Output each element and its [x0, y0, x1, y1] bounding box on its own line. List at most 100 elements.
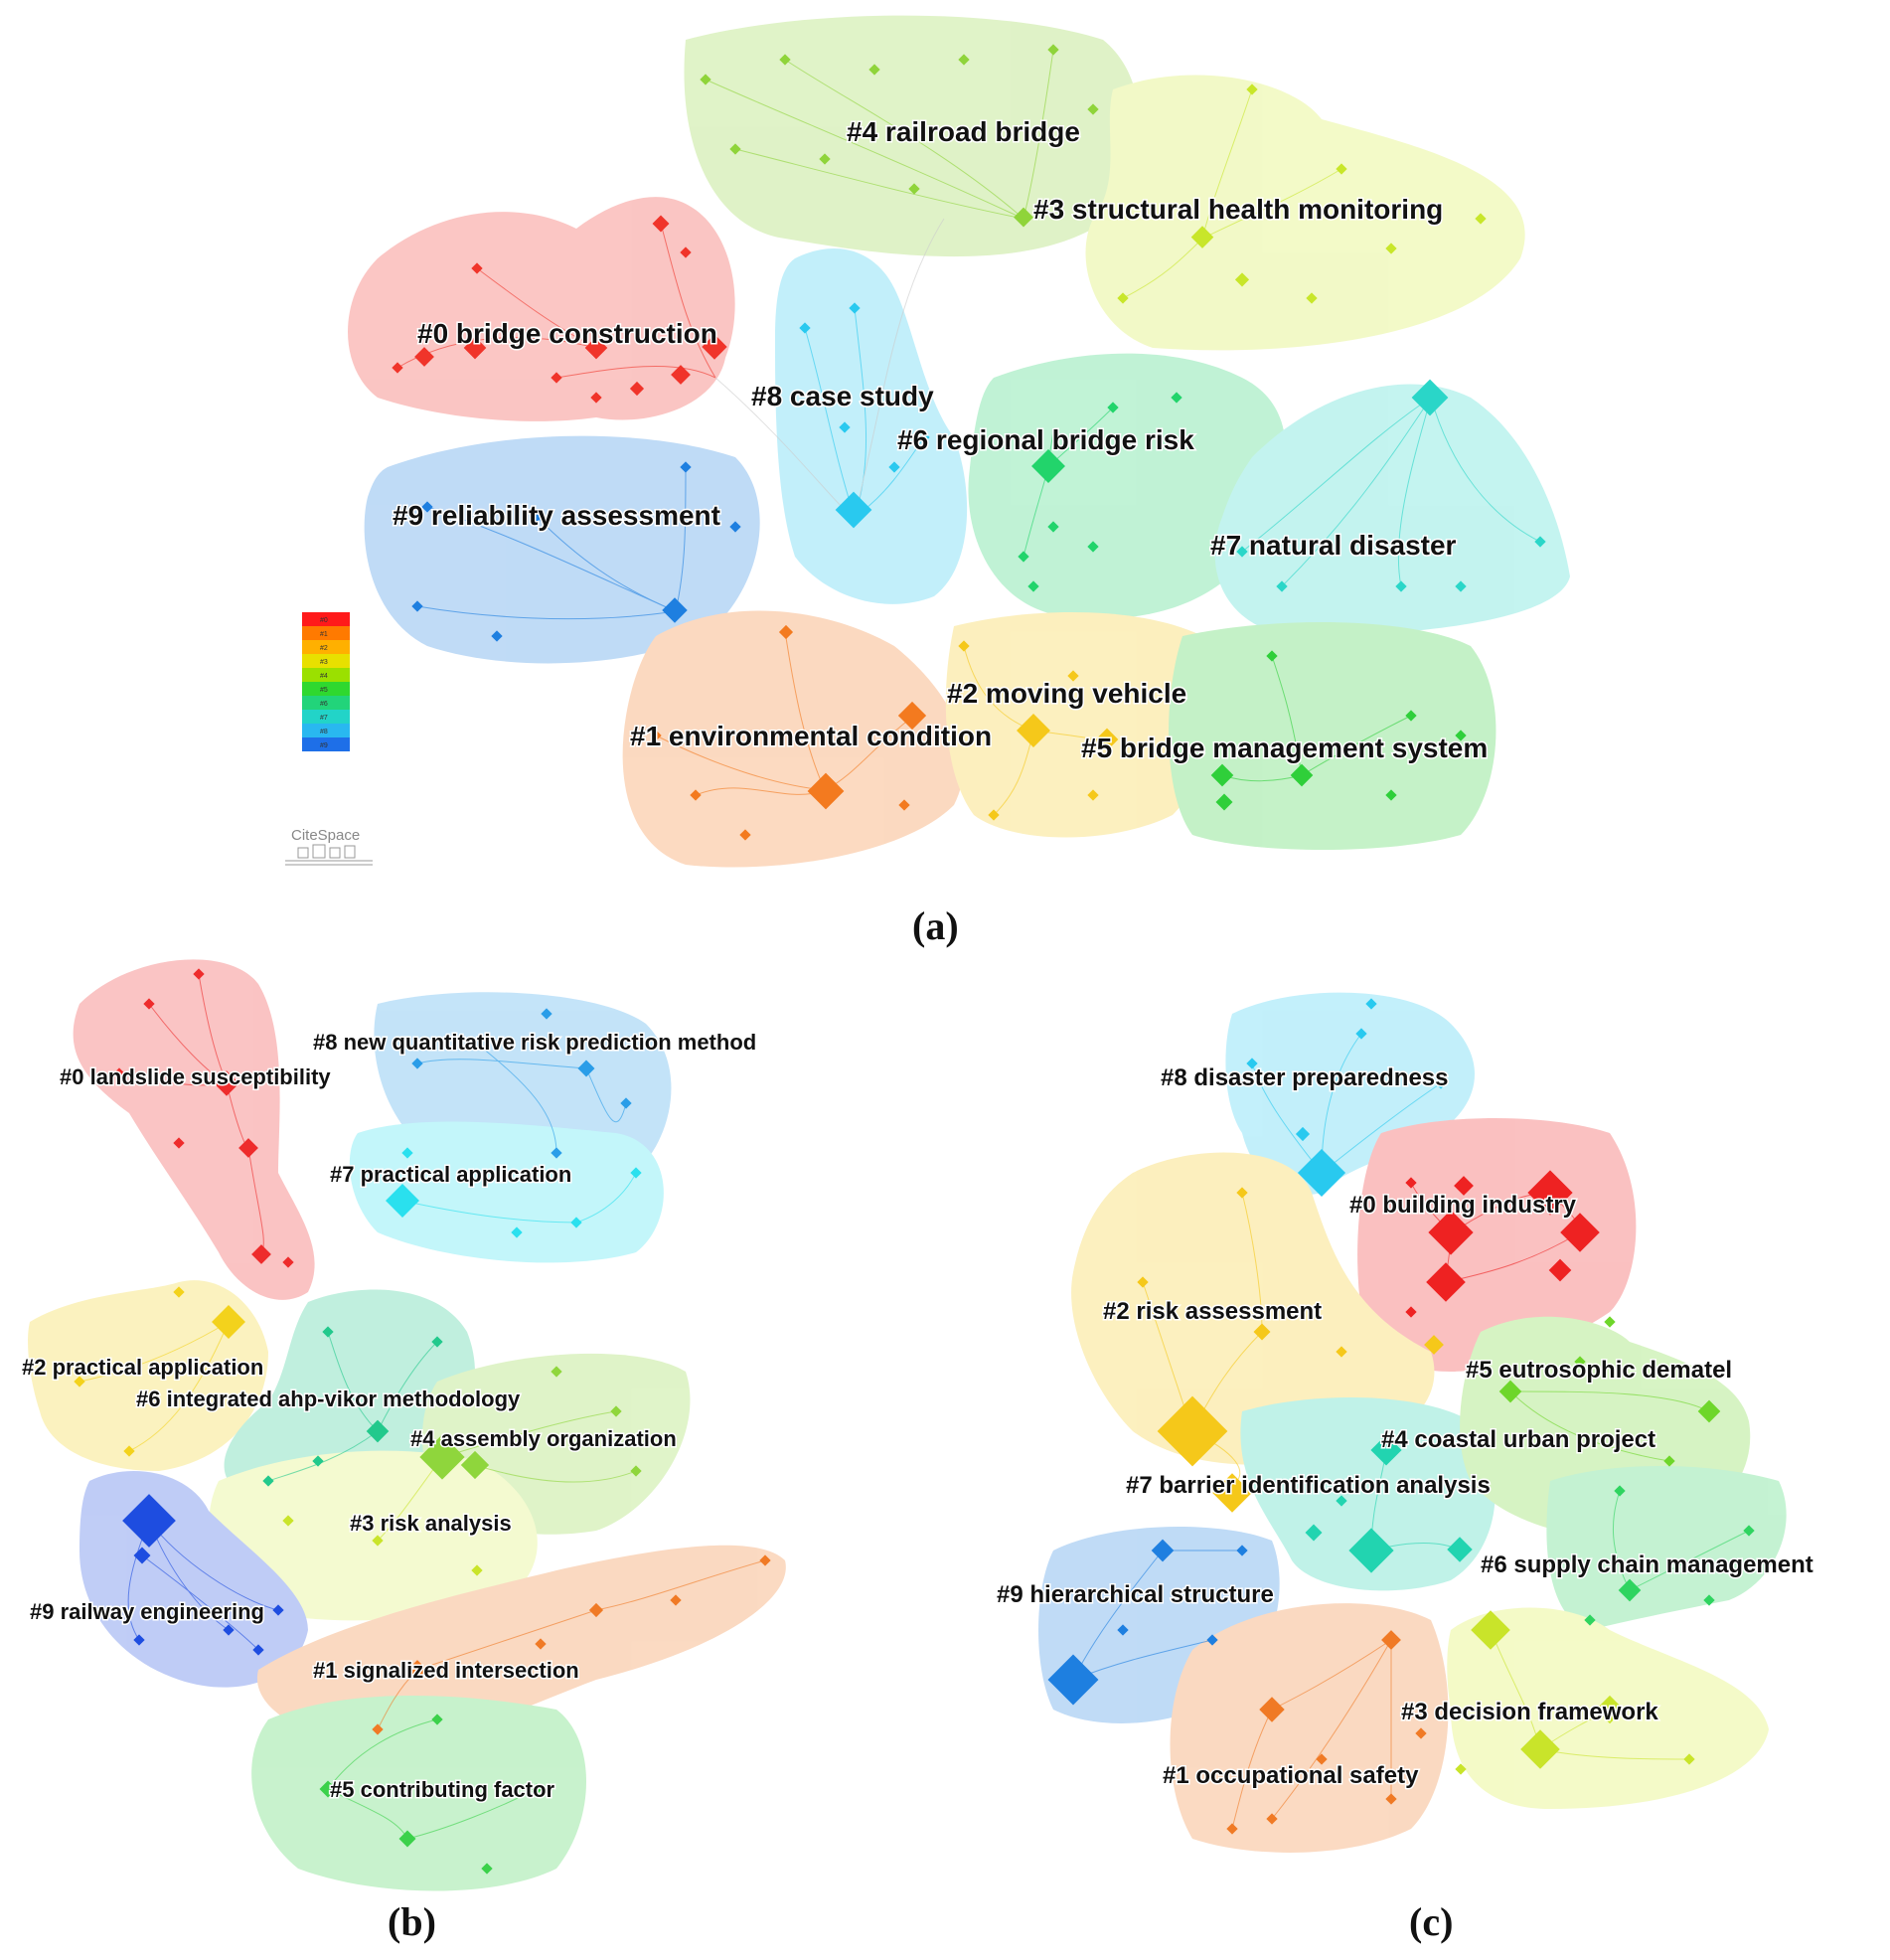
node — [1336, 163, 1347, 175]
node — [1355, 1028, 1367, 1040]
cluster-hull-b5 — [251, 1696, 586, 1891]
node — [223, 1624, 235, 1636]
node — [1405, 1306, 1417, 1318]
node — [411, 1058, 423, 1069]
node — [535, 1638, 547, 1650]
node — [1157, 1395, 1228, 1467]
node — [690, 789, 702, 801]
cluster-hull-a3 — [1085, 75, 1525, 351]
node — [662, 597, 688, 623]
node — [1527, 1170, 1573, 1216]
node — [1520, 1729, 1560, 1769]
logo-building-icon — [285, 844, 373, 866]
nodes-c5 — [1498, 1316, 1721, 1467]
cluster-hull-b3 — [209, 1450, 538, 1621]
node — [958, 54, 970, 66]
citespace-logo: CiteSpace — [285, 827, 373, 866]
node — [431, 1336, 443, 1348]
node — [1246, 1058, 1258, 1069]
cluster-label-a8: #8 case study — [751, 381, 934, 411]
cluster-hull-c9 — [1038, 1527, 1280, 1723]
node — [1171, 392, 1182, 404]
node — [680, 461, 692, 473]
legend-label: #2 — [320, 645, 328, 652]
node — [1498, 1380, 1522, 1403]
node — [1595, 1695, 1625, 1724]
cluster-hull-c0 — [1357, 1118, 1637, 1372]
cluster-hull-b4 — [422, 1353, 691, 1535]
node — [1316, 1753, 1328, 1765]
node — [1236, 1545, 1248, 1556]
node — [1306, 292, 1318, 304]
panel-b: #0 landslide susceptibility #1 signalize… — [21, 959, 786, 1944]
cluster-hull-b1 — [256, 1545, 786, 1749]
node — [414, 347, 434, 367]
node — [133, 1634, 145, 1646]
nodes-c9 — [1047, 1539, 1248, 1706]
node — [729, 521, 741, 533]
nodes-c6 — [1584, 1485, 1755, 1626]
node — [1584, 1614, 1596, 1626]
node — [1604, 1316, 1616, 1328]
nodes-b3 — [282, 1515, 483, 1576]
node — [779, 54, 791, 66]
node — [1534, 536, 1546, 548]
cluster-hull-c6 — [1546, 1466, 1787, 1630]
node — [312, 1455, 324, 1467]
nodes-a7 — [1236, 379, 1546, 592]
cluster-label-c4: #4 coastal urban project — [1381, 1426, 1655, 1453]
node — [74, 1376, 85, 1388]
node — [1047, 1654, 1099, 1706]
node — [1618, 1578, 1642, 1602]
node — [1405, 710, 1417, 722]
node — [531, 511, 543, 523]
node — [1348, 1528, 1394, 1573]
node — [849, 302, 861, 314]
node — [1435, 1077, 1447, 1089]
cluster-hull-a2 — [945, 612, 1217, 838]
node — [1370, 1434, 1402, 1466]
nodes-c2 — [1137, 1187, 1444, 1513]
node — [366, 1419, 390, 1443]
nodes-a8 — [799, 302, 930, 529]
node — [1574, 1356, 1586, 1368]
cluster-label-b0: #0 landslide susceptibility — [60, 1064, 331, 1089]
nodes-b2 — [74, 1286, 245, 1457]
legend-swatch — [302, 626, 350, 640]
node — [1117, 1624, 1129, 1636]
node — [1295, 1126, 1311, 1142]
node — [1426, 1262, 1466, 1302]
cluster-label-a6: #6 regional bridge risk — [897, 424, 1194, 455]
node — [610, 1405, 622, 1417]
node — [1381, 1630, 1401, 1650]
node — [1336, 1495, 1347, 1507]
node — [1471, 1610, 1510, 1650]
cluster-label-b9: #9 railway engineering — [30, 1599, 264, 1624]
node — [123, 1445, 135, 1457]
panel-a: #0 bridge construction #1 environmental … — [285, 15, 1570, 948]
node — [819, 153, 831, 165]
cluster-label-b1: #1 signalized intersection — [313, 1658, 579, 1683]
cluster-label-b8: #8 new quantitative risk prediction meth… — [313, 1030, 756, 1055]
node — [630, 1465, 642, 1477]
node — [463, 336, 487, 360]
node — [590, 392, 602, 404]
node — [411, 600, 423, 612]
node — [1560, 1213, 1600, 1252]
node — [1095, 728, 1119, 751]
node — [282, 1515, 294, 1527]
cluster-hull-a9 — [364, 435, 760, 664]
node — [778, 624, 794, 640]
node — [1014, 207, 1033, 228]
node — [471, 262, 483, 274]
node — [372, 1535, 384, 1547]
node — [1683, 1753, 1695, 1765]
cluster-label-a5: #5 bridge management system — [1081, 733, 1488, 763]
node — [839, 421, 851, 433]
cluster-label-c9: #9 hierarchical structure — [997, 1581, 1274, 1608]
node — [958, 640, 970, 652]
node — [1087, 103, 1099, 115]
cluster-label-b4: #4 assembly organization — [410, 1426, 677, 1451]
node — [193, 968, 205, 980]
cluster-label-a9: #9 reliability assessment — [393, 500, 720, 531]
